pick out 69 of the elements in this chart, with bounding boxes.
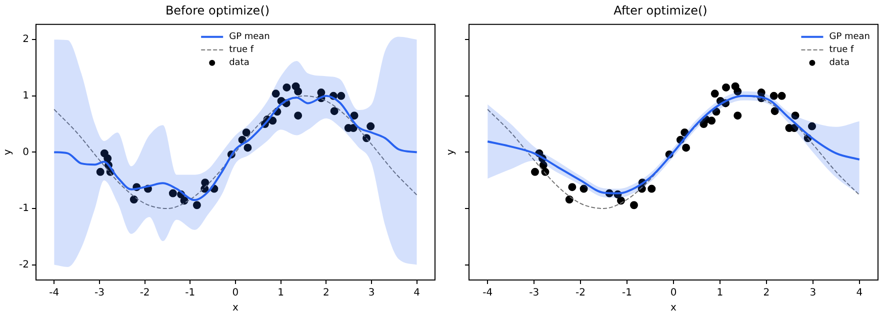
point — [244, 144, 252, 152]
legend-label: true f — [829, 45, 855, 56]
x-tick-label: -4 — [482, 288, 493, 299]
point — [710, 90, 719, 98]
point — [682, 144, 690, 152]
x-tick-label: -1 — [622, 288, 632, 299]
point — [539, 161, 548, 170]
x-tick-label: -3 — [529, 288, 540, 299]
x-tick-label: -2 — [140, 288, 150, 299]
x-tick-label: 0 — [232, 288, 239, 299]
x-tick-label: 2 — [763, 288, 770, 299]
x-tick-label: -4 — [49, 288, 60, 299]
point — [282, 83, 291, 92]
x-tick-label: -2 — [576, 288, 586, 299]
point — [294, 87, 302, 96]
point — [530, 168, 539, 176]
point — [808, 122, 816, 130]
x-tick-label: 1 — [278, 288, 284, 299]
x-tick-label: 4 — [856, 288, 863, 299]
legend-label: data — [229, 58, 250, 68]
point — [201, 178, 210, 187]
point — [734, 87, 742, 96]
point — [350, 112, 358, 120]
point — [630, 201, 638, 210]
x-tick-label: 2 — [322, 288, 330, 299]
chart-title: Before optimize() — [165, 3, 270, 18]
y-tick-label: 0 — [22, 146, 29, 158]
point — [330, 107, 338, 116]
x-tick-label: 4 — [414, 288, 420, 299]
legend-label: true f — [229, 45, 254, 56]
x-tick-label: 3 — [368, 288, 375, 299]
point — [708, 116, 716, 125]
y-axis-title: y — [2, 149, 14, 156]
y-tick-label: -1 — [18, 203, 29, 214]
point — [580, 184, 588, 193]
y-tick-label: 2 — [22, 34, 29, 46]
point — [294, 112, 302, 120]
point — [192, 201, 201, 210]
x-tick-label: 1 — [716, 288, 724, 299]
point — [734, 112, 742, 120]
y-axis-title: y — [446, 149, 457, 156]
y-tick-label: -2 — [18, 259, 29, 270]
point — [722, 83, 730, 92]
chart-title: After optimize() — [614, 3, 708, 18]
x-axis-title: x — [232, 302, 239, 314]
x-tick-label: 3 — [810, 288, 816, 299]
point — [130, 195, 138, 204]
point — [770, 107, 779, 116]
point — [104, 154, 112, 162]
x-axis-title: x — [670, 302, 677, 314]
legend-label: GP mean — [229, 32, 270, 42]
point — [770, 92, 778, 100]
point — [568, 183, 576, 192]
point — [791, 112, 800, 120]
point — [366, 122, 375, 130]
point — [337, 92, 346, 100]
point — [168, 189, 177, 198]
point — [268, 116, 277, 125]
point — [242, 128, 250, 136]
x-tick-label: 0 — [670, 288, 677, 299]
legend-label: data — [829, 58, 850, 68]
point — [272, 90, 280, 98]
x-tick-label: -1 — [185, 288, 196, 299]
point — [778, 92, 786, 100]
legend-label: GP mean — [829, 32, 870, 42]
y-tick-label: 1 — [22, 90, 29, 102]
point — [96, 168, 104, 176]
point — [648, 184, 656, 193]
x-tick-label: -3 — [94, 288, 104, 299]
